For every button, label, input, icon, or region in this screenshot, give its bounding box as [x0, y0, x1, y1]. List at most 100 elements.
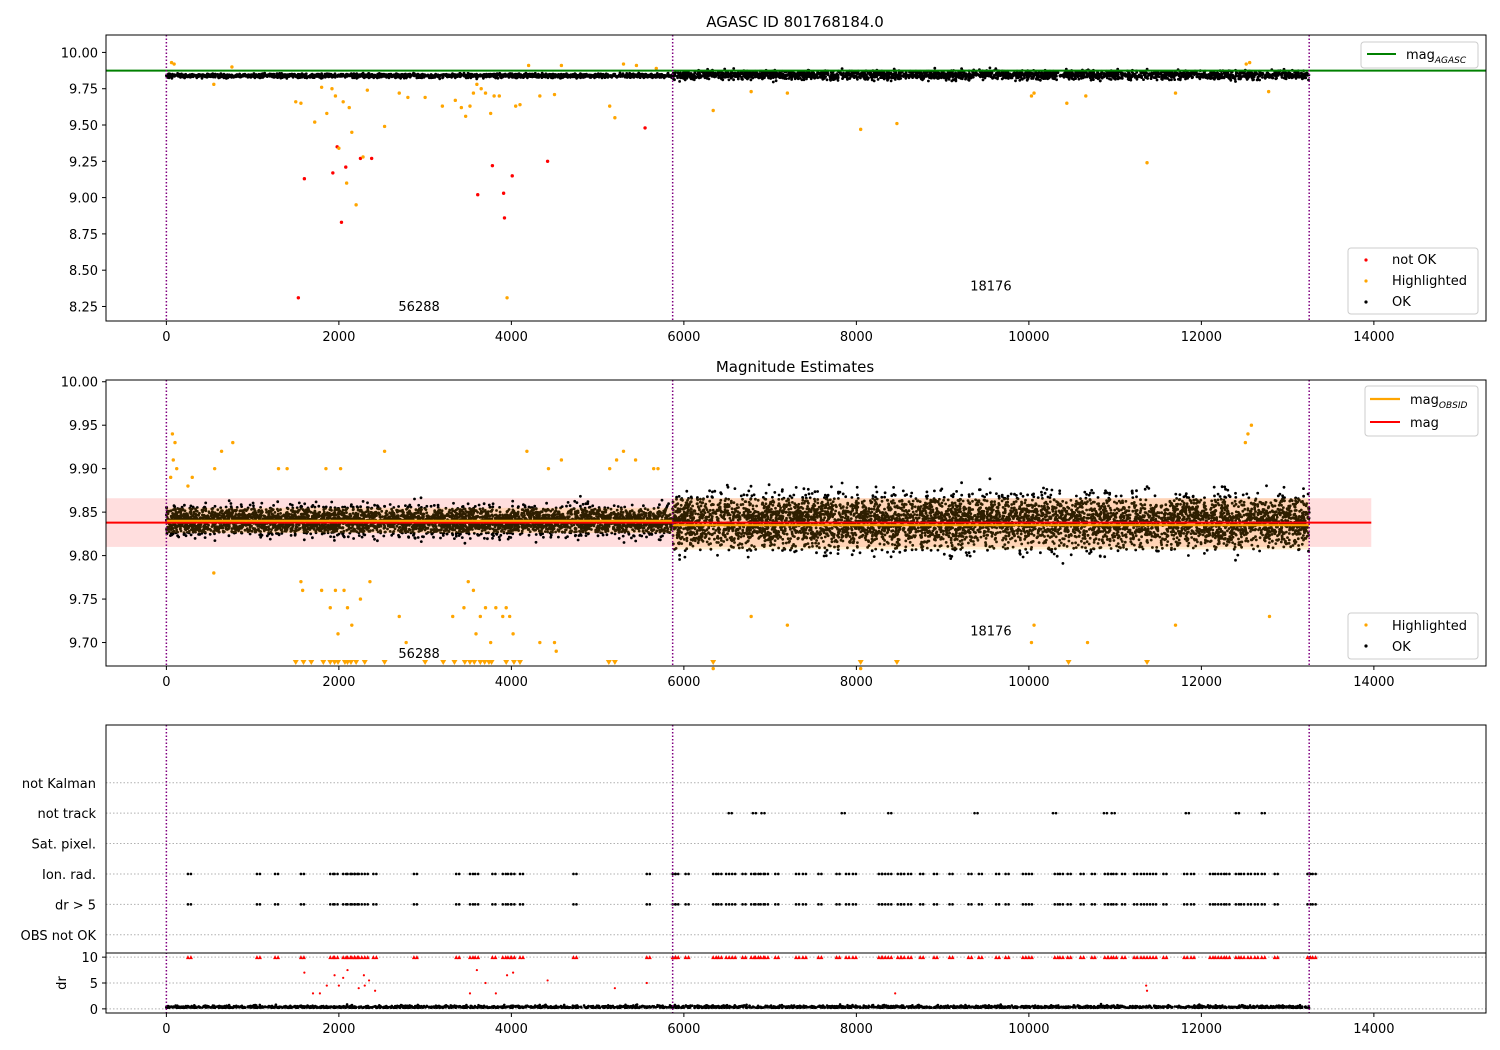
- ok-point: [863, 71, 866, 75]
- ok-point: [498, 538, 502, 542]
- data-point: [463, 114, 468, 118]
- data-point: [471, 91, 476, 95]
- data-point: [476, 192, 480, 197]
- ok-point: [1092, 71, 1096, 74]
- ok-point: [1116, 73, 1120, 76]
- ok-point: [508, 72, 512, 75]
- ok-point: [244, 74, 248, 77]
- ok-point: [268, 74, 272, 78]
- ok-point: [717, 76, 721, 80]
- ok-point: [1303, 72, 1307, 75]
- ok-point: [513, 73, 517, 77]
- x-tick-label: 0: [162, 330, 170, 345]
- data-point: [344, 165, 348, 169]
- ok-point: [832, 73, 836, 77]
- ok-point: [1062, 75, 1066, 79]
- y-tick-label: 10.00: [61, 46, 98, 61]
- ok-point: [1021, 77, 1024, 81]
- ok-point: [707, 74, 711, 77]
- ok-point: [933, 66, 937, 70]
- x-tick-label: 10000: [1008, 330, 1049, 345]
- ok-point: [1296, 74, 1300, 77]
- ok-point: [466, 502, 470, 506]
- ok-point: [830, 73, 833, 77]
- ok-point: [1301, 72, 1304, 76]
- ok-point: [682, 74, 686, 77]
- obsid-label: 18176: [970, 280, 1011, 295]
- ok-point: [263, 73, 267, 77]
- ok-point: [869, 71, 873, 75]
- ok-point: [380, 74, 384, 77]
- ok-point: [1073, 73, 1077, 77]
- ok-point: [180, 72, 183, 76]
- data-point: [510, 174, 514, 178]
- ok-point: [910, 72, 914, 76]
- ok-point: [424, 74, 428, 77]
- ok-point: [923, 72, 926, 75]
- ok-point: [201, 74, 205, 78]
- ok-point: [762, 75, 766, 79]
- data-point: [299, 101, 303, 105]
- ok-point: [334, 74, 338, 78]
- ok-point: [988, 74, 992, 78]
- ok-point: [458, 72, 462, 75]
- ok-point: [395, 75, 398, 79]
- ok-point: [465, 73, 469, 77]
- ok-point: [937, 71, 941, 75]
- ok-point: [234, 74, 238, 77]
- ok-point: [1179, 76, 1183, 79]
- ok-point: [1234, 80, 1237, 83]
- data-point: [559, 63, 564, 68]
- ok-point: [588, 75, 592, 79]
- ok-point: [620, 75, 624, 78]
- ok-point: [1222, 76, 1226, 80]
- ok-point: [1237, 72, 1241, 76]
- ok-point: [836, 73, 840, 77]
- ok-point: [627, 73, 631, 77]
- ok-point: [606, 74, 610, 78]
- ok-point: [345, 74, 349, 77]
- data-point: [621, 62, 626, 66]
- ok-point: [172, 73, 176, 77]
- data-point: [339, 220, 344, 224]
- data-point: [1244, 62, 1248, 66]
- y-tick-label: 9.75: [69, 83, 98, 98]
- ok-point: [184, 72, 188, 76]
- ok-point: [774, 79, 778, 83]
- ok-point: [1025, 78, 1029, 82]
- ok-point: [462, 74, 466, 78]
- ok-point: [1280, 76, 1284, 79]
- data-point: [1084, 94, 1088, 98]
- ok-point: [701, 74, 705, 78]
- ok-point: [1126, 75, 1130, 79]
- ok-point: [748, 74, 751, 77]
- ok-point: [565, 72, 568, 75]
- x-tick-label: 2000: [322, 330, 355, 345]
- data-point: [492, 94, 496, 98]
- data-point: [302, 177, 307, 181]
- ok-point: [855, 76, 859, 80]
- ok-point: [276, 500, 280, 504]
- ok-point: [1261, 72, 1264, 76]
- ok-point: [891, 73, 895, 77]
- data-point: [319, 85, 324, 89]
- ok-point: [947, 77, 951, 81]
- ok-point: [1264, 75, 1268, 79]
- ok-point: [373, 537, 376, 541]
- ok-point: [958, 71, 962, 75]
- ok-point: [511, 504, 514, 508]
- ok-point: [291, 72, 294, 76]
- ok-point: [1252, 75, 1256, 79]
- ok-point: [1000, 71, 1004, 74]
- data-point: [513, 104, 518, 108]
- ok-point: [1170, 75, 1174, 79]
- ok-point: [1190, 76, 1194, 80]
- data-point: [1029, 94, 1034, 98]
- ok-point: [496, 76, 500, 80]
- ok-point: [205, 75, 208, 79]
- y-tick-label: 9.25: [69, 155, 98, 170]
- ok-point: [725, 75, 728, 79]
- ok-point: [198, 74, 201, 78]
- ok-point: [768, 74, 772, 77]
